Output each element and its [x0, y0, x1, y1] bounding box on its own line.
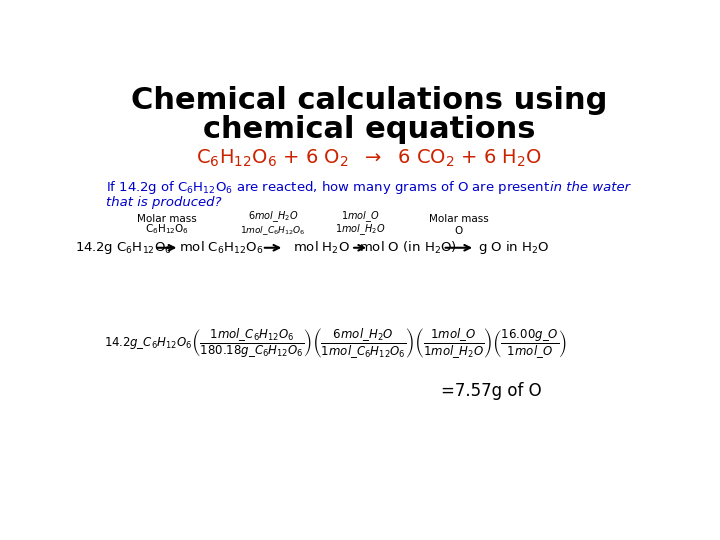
Text: O: O [455, 226, 463, 236]
Text: Chemical calculations using: Chemical calculations using [131, 86, 607, 114]
Text: 14.2g $\mathregular{C_6H_{12}O_6}$: 14.2g $\mathregular{C_6H_{12}O_6}$ [75, 240, 172, 256]
Text: $\it{1mol\_H_2O}$: $\it{1mol\_H_2O}$ [335, 222, 385, 238]
Text: Molar mass: Molar mass [137, 214, 197, 224]
Text: mol $\mathregular{H_2O}$: mol $\mathregular{H_2O}$ [293, 240, 350, 256]
Text: $\mathregular{C_6H_{12}O_6}$: $\mathregular{C_6H_{12}O_6}$ [145, 222, 189, 236]
Text: g O in $\mathregular{H_2O}$: g O in $\mathregular{H_2O}$ [478, 239, 550, 256]
Text: Molar mass: Molar mass [429, 214, 489, 224]
Text: mol $\mathregular{C_6H_{12}O_6}$: mol $\mathregular{C_6H_{12}O_6}$ [179, 240, 264, 256]
Text: in the water: in the water [550, 181, 630, 194]
Text: that is produced?: that is produced? [106, 197, 221, 210]
Text: $\it{1mol\_O}$: $\it{1mol\_O}$ [341, 209, 379, 224]
Text: $\mathit{14.2g\_C_6H_{12}O_6}\left(\dfrac{1mol\_C_6H_{12}O_6}{180.18g\_C_6H_{12}: $\mathit{14.2g\_C_6H_{12}O_6}\left(\dfra… [104, 326, 567, 360]
Text: $\mathregular{C_6H_{12}O_6}$ + 6 $\mathregular{O_2}$  $\rightarrow$  6 $\mathreg: $\mathregular{C_6H_{12}O_6}$ + 6 $\mathr… [196, 148, 542, 169]
Text: $\it{1mol\_C_6H_{12}O_6}$: $\it{1mol\_C_6H_{12}O_6}$ [240, 225, 306, 238]
Text: $\it{6mol\_H_2O}$: $\it{6mol\_H_2O}$ [248, 209, 298, 224]
Text: If 14.2g of $\mathregular{C_6H_{12}O_6}$ are reacted, how many grams of O are pr: If 14.2g of $\mathregular{C_6H_{12}O_6}$… [106, 179, 550, 196]
Text: mol O (in $\mathregular{H_2O}$): mol O (in $\mathregular{H_2O}$) [359, 240, 457, 256]
Text: chemical equations: chemical equations [203, 114, 535, 144]
Text: =7.57g of O: =7.57g of O [441, 382, 542, 400]
